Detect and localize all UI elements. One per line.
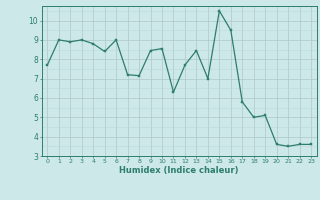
X-axis label: Humidex (Indice chaleur): Humidex (Indice chaleur) xyxy=(119,166,239,175)
